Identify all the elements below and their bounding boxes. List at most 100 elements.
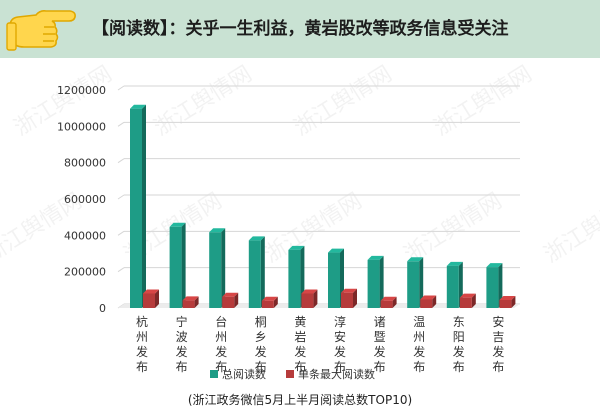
bar-max-single-reads <box>420 295 437 308</box>
x-tick-label: 宁波发布 <box>176 314 188 374</box>
bar-total-reads-front <box>367 259 380 308</box>
bar-total-reads-top <box>367 255 384 260</box>
legend-label: 总阅读数 <box>222 367 266 381</box>
bar-total-reads-front <box>130 108 142 308</box>
bar-total-reads-side <box>181 222 186 308</box>
chart-caption: (浙江政务微信5月上半月阅读总数TOP10) <box>188 392 412 407</box>
bar-total-reads-top <box>248 236 265 241</box>
bar-total-reads-side <box>142 104 146 308</box>
bar-max-single-reads-front <box>222 296 235 308</box>
x-tick-label: 台州发布 <box>215 314 227 374</box>
bar-total-reads <box>446 261 463 308</box>
watermark-text: 浙江舆情网 <box>260 189 367 269</box>
x-tick-label: 东阳发布 <box>453 315 465 374</box>
bar-max-single-reads <box>261 296 278 308</box>
bar-max-single-reads <box>182 296 199 308</box>
bar-total-reads-top <box>209 228 226 233</box>
y-tick-label: 0 <box>99 302 106 315</box>
x-tick-label: 桐乡发布 <box>255 315 267 374</box>
bar-max-single-reads <box>341 288 357 308</box>
bar-max-single-reads-front <box>499 300 512 308</box>
bar-total-reads-top <box>328 248 344 253</box>
bar-max-single-reads-top <box>459 293 476 298</box>
y-tick-label: 800000 <box>64 157 106 170</box>
gridline-depth <box>117 85 125 91</box>
watermark-text: 浙江舆情网 <box>400 189 507 269</box>
bar-max-single-reads-front <box>143 293 155 308</box>
bar-max-single-reads <box>459 293 476 308</box>
gridline-depth <box>117 230 125 236</box>
bar-max-single-reads-side <box>313 289 318 308</box>
bar-total-reads <box>486 263 503 308</box>
bar-total-reads-side <box>221 228 226 308</box>
x-tick-label: 杭州发布 <box>136 314 148 374</box>
gridline-depth <box>117 121 125 127</box>
bars-layer <box>130 104 516 308</box>
bar-max-single-reads-top <box>301 289 318 294</box>
legend-swatch <box>286 370 294 378</box>
bar-max-single-reads-front <box>261 300 274 308</box>
bar-total-reads-side <box>260 236 265 308</box>
x-tick-label: 淳安发布 <box>334 314 346 374</box>
bar-max-single-reads-side <box>194 296 199 308</box>
bar-max-single-reads-top <box>380 296 397 301</box>
bar-total-reads-front <box>328 252 340 308</box>
bar-max-single-reads-side <box>273 296 278 308</box>
bar-total-reads <box>130 104 146 308</box>
pointing-hand-icon <box>6 10 76 51</box>
bar-max-single-reads-side <box>432 295 437 308</box>
bar-total-reads-top <box>486 263 503 268</box>
x-axis-ticks: 杭州发布 宁波发布 台州发布 桐乡发布 黄岩发布 淳安发布 诸暨发布 温州发布 东阳发布 安吉发布 <box>136 314 504 374</box>
bar-total-reads-front <box>288 249 301 308</box>
bar-total-reads <box>209 228 226 308</box>
bar-total-reads <box>288 245 305 308</box>
bar-max-single-reads-front <box>459 297 472 308</box>
bar-total-reads-front <box>446 265 459 308</box>
bar-max-single-reads-side <box>511 296 516 308</box>
bar-total-reads-side <box>419 257 424 308</box>
x-tick-label: 诸暨发布 <box>374 315 386 374</box>
legend-label: 单条最大阅读数 <box>298 367 375 381</box>
watermark-text: 浙江舆情网 <box>150 62 257 142</box>
bar-total-reads-front <box>209 232 222 308</box>
gridline-depth <box>117 194 125 200</box>
bar-max-single-reads-side <box>353 288 357 308</box>
bar-total-reads-top <box>288 245 305 250</box>
bar-max-single-reads-front <box>420 299 433 308</box>
bar-max-single-reads-side <box>392 296 397 308</box>
bar-total-reads-side <box>498 263 503 308</box>
bar-max-single-reads <box>499 296 516 308</box>
bar-total-reads-top <box>407 257 424 262</box>
bar-total-reads-top <box>446 261 463 266</box>
bar-total-reads-top <box>169 222 186 227</box>
bar-max-single-reads-front <box>182 300 195 308</box>
legend: 总阅读数 单条最大阅读数 <box>210 367 375 381</box>
bar-total-reads <box>248 236 265 308</box>
bar-total-reads-front <box>486 267 499 308</box>
bar-max-single-reads <box>301 289 318 308</box>
y-tick-label: 1200000 <box>57 84 106 97</box>
bar-total-reads-front <box>407 261 420 308</box>
bar-max-single-reads-front <box>301 293 314 308</box>
bar-total-reads-front <box>169 226 182 308</box>
y-axis-ticks: 0 200000 400000 600000 800000 1000000 1200000 <box>57 84 106 315</box>
watermark-text: 浙江舆情网 <box>290 62 397 142</box>
x-tick-label: 温州发布 <box>413 315 425 374</box>
bar-max-single-reads <box>380 296 397 308</box>
gridline-depth <box>117 158 125 164</box>
y-tick-label: 400000 <box>64 229 106 242</box>
bar-max-single-reads-top <box>341 288 357 293</box>
y-tick-label: 600000 <box>64 193 106 206</box>
legend-swatch <box>210 370 218 378</box>
bar-total-reads-top <box>130 104 146 109</box>
y-tick-label: 200000 <box>64 266 106 279</box>
bar-total-reads <box>169 222 186 308</box>
bar-max-single-reads-top <box>143 289 159 294</box>
watermark-text: 浙江舆情网 <box>540 189 600 269</box>
gridline-depth <box>117 267 125 273</box>
bar-max-single-reads-front <box>380 300 393 308</box>
watermark-text: 浙江舆情网 <box>430 62 537 142</box>
bar-max-single-reads-side <box>471 293 476 308</box>
bar-max-single-reads <box>143 289 159 308</box>
bar-max-single-reads-top <box>182 296 199 301</box>
